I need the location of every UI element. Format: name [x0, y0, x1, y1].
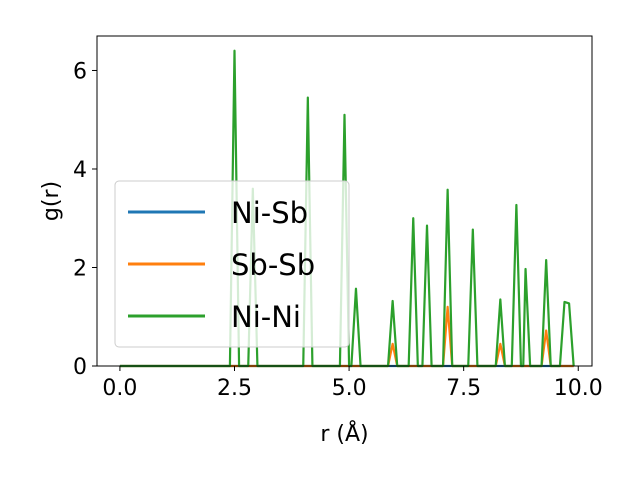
x-axis-label: r (Å)	[320, 420, 368, 447]
x-tick-label: 2.5	[217, 376, 252, 401]
y-tick-label: 2	[73, 256, 87, 281]
legend-entries: Ni-Sb Sb-Sb Ni-Ni	[128, 196, 315, 334]
y-tick-label: 6	[73, 59, 87, 84]
legend-label-sb-sb: Sb-Sb	[231, 248, 315, 282]
legend: Ni-Sb Sb-Sb Ni-Ni	[114, 180, 350, 348]
plot-frame	[96, 35, 593, 367]
x-tick-label: 0.0	[102, 376, 137, 401]
ticks-layer: 0.0 2.5 5.0 7.5 10.0 0 2 4 6	[73, 59, 603, 401]
y-tick-label: 0	[73, 355, 87, 380]
legend-label-ni-ni: Ni-Ni	[231, 300, 301, 334]
y-tick-label: 4	[73, 158, 87, 183]
x-tick-label: 10.0	[554, 376, 603, 401]
y-axis-label: g(r)	[39, 181, 64, 221]
legend-label-ni-sb: Ni-Sb	[231, 196, 308, 230]
x-tick-label: 7.5	[446, 376, 481, 401]
legend-frame	[114, 180, 350, 348]
x-tick-label: 5.0	[332, 376, 367, 401]
